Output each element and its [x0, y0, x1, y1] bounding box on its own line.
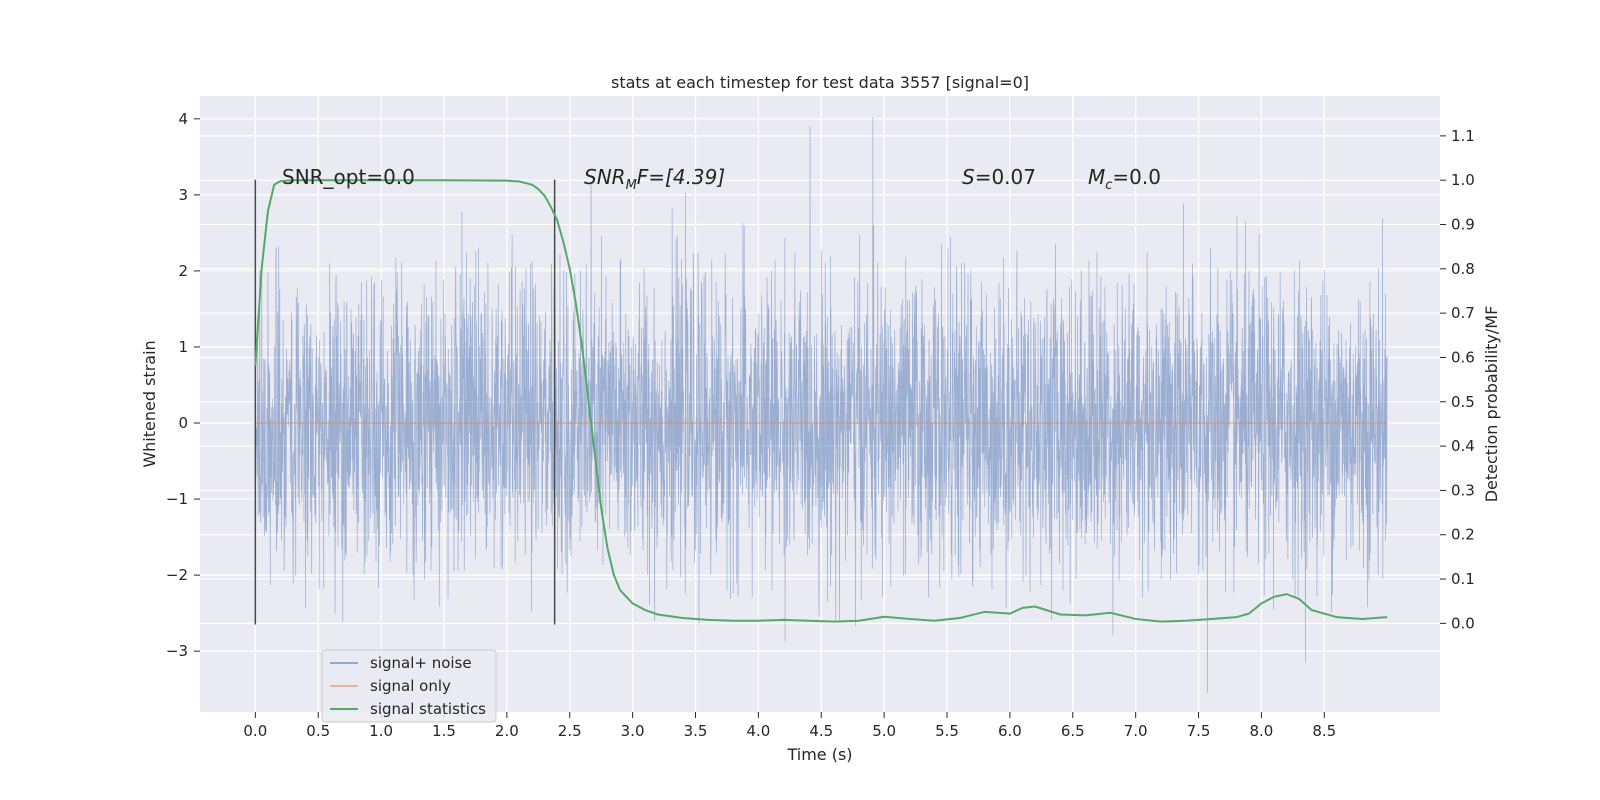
legend-label-signal-only: signal only — [370, 677, 451, 695]
chart-title: stats at each timestep for test data 355… — [611, 73, 1029, 92]
y-tick-label-7: 4 — [178, 110, 188, 128]
y-right-tick-label-10: 1.0 — [1451, 171, 1475, 189]
annotation-snr-mf-main: SNR — [584, 165, 626, 189]
signal-statistics-series — [254, 179, 1388, 623]
x-tick-label-4: 2.0 — [495, 722, 519, 740]
y-right-tick-label-0: 0.0 — [1451, 614, 1475, 632]
y-right-tick-label-9: 0.9 — [1451, 216, 1475, 234]
y-right-axis-label: Detection probability/MF — [1482, 306, 1501, 503]
y-axis-label: Whitened strain — [140, 340, 159, 467]
annotation-mc-var: M — [1088, 165, 1105, 189]
x-tick-label-13: 6.5 — [1061, 722, 1085, 740]
y-tick-label-0: −3 — [166, 642, 188, 660]
x-tick-label-16: 8.0 — [1249, 722, 1273, 740]
legend-label-signal-noise: signal+ noise — [370, 654, 472, 672]
x-tick-label-2: 1.0 — [369, 722, 393, 740]
x-tick-label-10: 5.0 — [872, 722, 896, 740]
y-right-tick-label-1: 0.1 — [1451, 570, 1475, 588]
legend-label-signal-statistics: signal statistics — [370, 700, 486, 718]
annotation-s-value: =0.07 — [975, 165, 1036, 189]
y-right-tick-label-4: 0.4 — [1451, 437, 1475, 455]
x-tick-label-17: 8.5 — [1312, 722, 1336, 740]
annotation-mc-value: =0.0 — [1112, 165, 1161, 189]
legend: signal+ noise signal only signal statist… — [321, 649, 497, 723]
y-tick-label-6: 3 — [178, 186, 188, 204]
annotation-snr-mf-sub: M — [626, 178, 637, 193]
annotation-s: S=0.07 — [962, 165, 1036, 189]
x-tick-label-7: 3.5 — [684, 722, 708, 740]
y-right-tick-label-5: 0.5 — [1451, 393, 1475, 411]
y-tick-label-1: −2 — [166, 566, 188, 584]
left-axis-ticks: −3 −2 −1 0 1 2 3 4 — [166, 110, 200, 660]
x-tick-label-6: 3.0 — [621, 722, 645, 740]
annotation-snr-opt: SNR_opt=0.0 — [282, 165, 415, 189]
x-tick-label-8: 4.0 — [746, 722, 770, 740]
y-tick-label-2: −1 — [166, 490, 188, 508]
x-tick-label-15: 7.5 — [1187, 722, 1211, 740]
x-tick-label-9: 4.5 — [809, 722, 833, 740]
x-tick-label-1: 0.5 — [306, 722, 330, 740]
x-tick-label-12: 6.0 — [998, 722, 1022, 740]
y-right-tick-label-8: 0.8 — [1451, 260, 1475, 278]
signal-noise-series — [254, 117, 1388, 693]
annotation-mc: Mc=0.0 — [1088, 165, 1161, 193]
x-tick-label-14: 7.0 — [1124, 722, 1148, 740]
x-tick-label-5: 2.5 — [558, 722, 582, 740]
annotation-snr-mf: SNRMF=[4.39] — [584, 165, 725, 193]
x-tick-label-3: 1.5 — [432, 722, 456, 740]
signal-statistics-line — [254, 179, 1388, 623]
y-tick-label-4: 1 — [178, 338, 188, 356]
y-right-tick-label-2: 0.2 — [1451, 526, 1475, 544]
y-right-tick-label-3: 0.3 — [1451, 481, 1475, 499]
legend-box — [321, 649, 497, 723]
annotation-s-var: S — [962, 165, 975, 189]
x-axis-ticks: 0.0 0.5 1.0 1.5 2.0 2.5 3.0 3.5 4.0 4.5 5.0 5.5 6.0 6… — [243, 712, 1336, 740]
signal-noise-line — [254, 117, 1388, 693]
x-axis-label: Time (s) — [786, 745, 852, 764]
annotation-snr-mf-rest: F=[4.39] — [637, 165, 725, 189]
x-tick-label-0: 0.0 — [243, 722, 267, 740]
annotation-mc-sub: c — [1105, 178, 1112, 193]
y-tick-label-3: 0 — [178, 414, 188, 432]
right-axis-ticks: 0.0 0.1 0.2 0.3 0.4 0.5 0.6 0.7 0.8 0.9 1.0 1.1 — [1440, 127, 1475, 632]
y-tick-label-5: 2 — [178, 262, 188, 280]
x-tick-label-11: 5.5 — [935, 722, 959, 740]
y-right-tick-label-11: 1.1 — [1451, 127, 1475, 145]
y-right-tick-label-7: 0.7 — [1451, 304, 1475, 322]
y-right-tick-label-6: 0.6 — [1451, 348, 1475, 366]
vertical-markers — [254, 179, 556, 625]
